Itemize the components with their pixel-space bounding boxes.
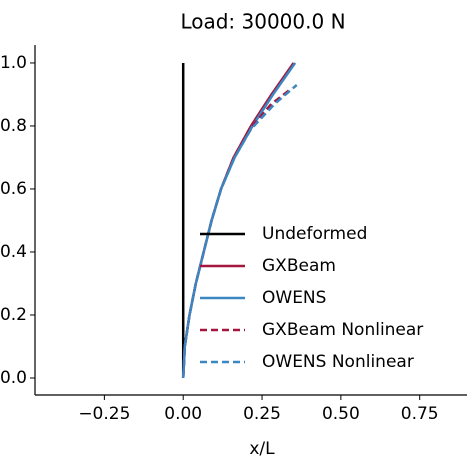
legend-label: OWENS Nonlinear [262, 352, 414, 372]
legend-label: OWENS [262, 288, 326, 308]
x-axis-label: x/L [249, 439, 275, 459]
x-tick-label: −0.25 [78, 404, 130, 424]
y-tick-label: 1.0 [0, 53, 27, 73]
legend-label: Undeformed [262, 224, 367, 244]
y-tick-label: 0.6 [0, 179, 27, 199]
legend-label: GXBeam [262, 256, 336, 276]
y-tick-label: 0.8 [0, 116, 27, 136]
x-tick-label: 0.75 [401, 404, 439, 424]
legend-label: GXBeam Nonlinear [262, 320, 423, 340]
chart-title: Load: 30000.0 N [180, 10, 345, 34]
y-tick-label: 0.2 [0, 305, 27, 325]
series-line [181, 84, 298, 379]
y-tick-label: 0.4 [0, 242, 27, 262]
x-tick-label: 0.25 [243, 404, 281, 424]
x-tick-label: 0.50 [322, 404, 360, 424]
y-tick-label: 0.0 [0, 368, 27, 388]
x-tick-label: 0.00 [164, 404, 202, 424]
